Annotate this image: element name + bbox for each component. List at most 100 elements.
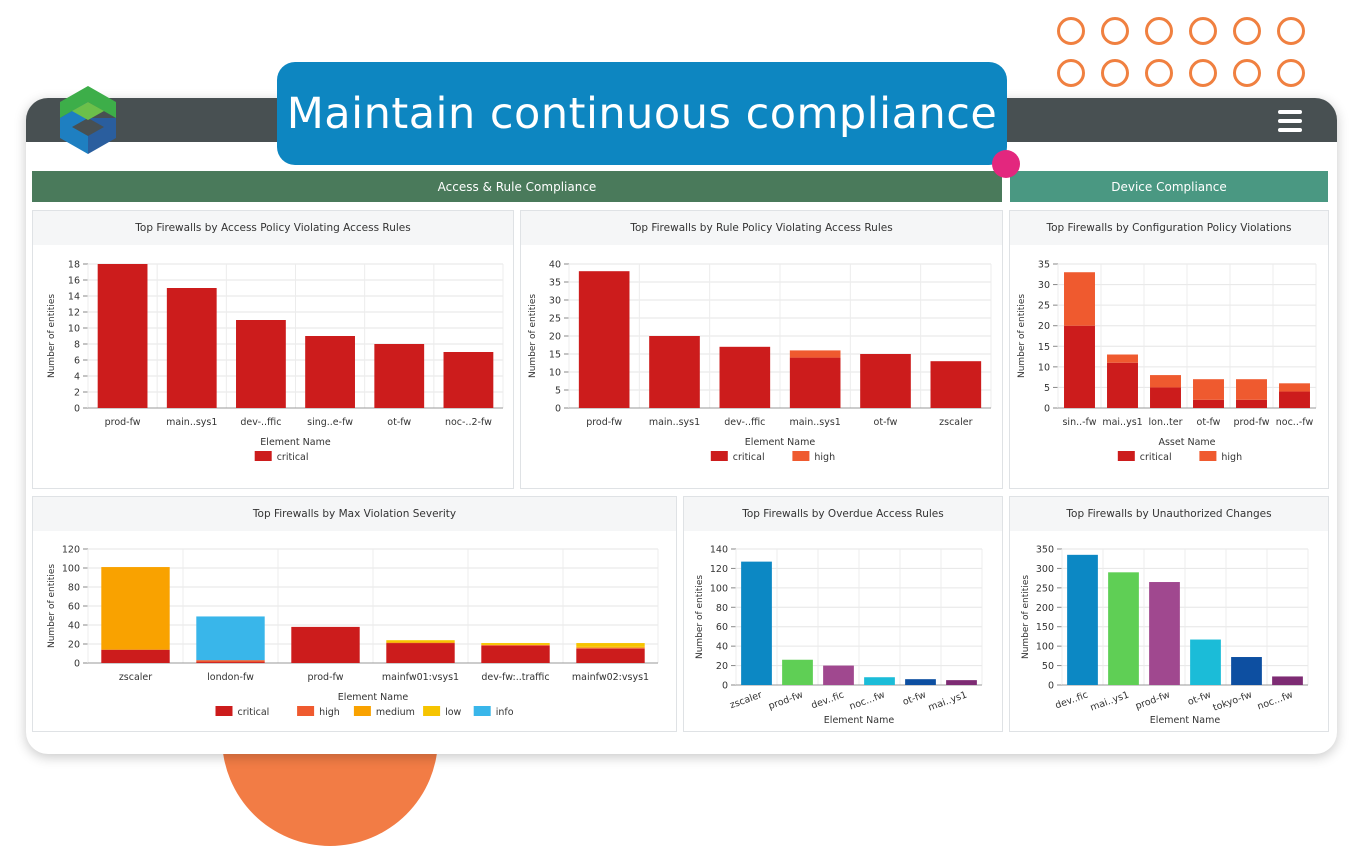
y-tick-label: 0 bbox=[1048, 681, 1054, 692]
bar-medium bbox=[386, 642, 455, 644]
chart-panel: Top Firewalls by Max Violation Severity … bbox=[32, 496, 677, 732]
bar-high bbox=[481, 644, 550, 646]
bar-critical bbox=[1107, 362, 1138, 408]
x-tick-label: main..sys1 bbox=[649, 417, 700, 428]
bar bbox=[1272, 676, 1303, 685]
y-tick-label: 15 bbox=[1038, 342, 1050, 353]
x-tick-label: main..sys1 bbox=[166, 417, 217, 428]
y-tick-label: 2 bbox=[74, 388, 80, 399]
decor-circle bbox=[1277, 59, 1305, 87]
x-axis-title: Element Name bbox=[1150, 715, 1221, 726]
y-tick-label: 140 bbox=[710, 545, 728, 556]
y-tick-label: 0 bbox=[74, 404, 80, 415]
legend-label: critical bbox=[733, 452, 765, 463]
chart-panel: Top Firewalls by Overdue Access Rules 0 2… bbox=[683, 496, 1003, 732]
y-tick-label: 300 bbox=[1036, 564, 1054, 575]
y-tick-label: 25 bbox=[1038, 301, 1050, 312]
x-tick-label: ot-fw bbox=[387, 417, 411, 428]
y-tick-label: 20 bbox=[1038, 321, 1050, 332]
bar-high bbox=[789, 350, 841, 358]
y-tick-label: 40 bbox=[716, 642, 728, 653]
chart-title: Top Firewalls by Unauthorized Changes bbox=[1010, 497, 1328, 531]
legend-swatch bbox=[423, 706, 441, 716]
chart-panel: Top Firewalls by Unauthorized Changes 0 5… bbox=[1009, 496, 1329, 732]
x-tick-label: sin..-fw bbox=[1062, 417, 1096, 428]
x-tick-label: mai..ys1 bbox=[1102, 417, 1142, 428]
legend-label: low bbox=[445, 707, 461, 718]
bar bbox=[1149, 582, 1180, 685]
x-tick-label: zscaler bbox=[728, 689, 763, 711]
x-axis-title: Asset Name bbox=[1158, 437, 1215, 448]
bar-high bbox=[1107, 354, 1138, 363]
chart-panel: Top Firewalls by Configuration Policy Vi… bbox=[1009, 210, 1329, 489]
bar bbox=[864, 677, 895, 685]
x-tick-label: dev-..ffic bbox=[240, 417, 281, 428]
legend-label: info bbox=[496, 707, 514, 718]
legend-label: high bbox=[1221, 452, 1242, 463]
legend-label: medium bbox=[376, 707, 415, 718]
y-tick-label: 50 bbox=[1042, 661, 1054, 672]
bar-critical bbox=[305, 336, 355, 408]
bar-critical bbox=[930, 361, 982, 408]
y-axis-title: Number of entities bbox=[1017, 294, 1027, 378]
x-axis-title: Element Name bbox=[745, 437, 816, 448]
y-tick-label: 100 bbox=[62, 564, 80, 575]
y-tick-label: 12 bbox=[68, 308, 80, 319]
x-tick-label: zscaler bbox=[119, 672, 152, 683]
chart-access-policy: 0 2 4 6 8 10 12 14 16 18 prod-fw main..sys1 dev-..ff… bbox=[47, 260, 504, 463]
x-tick-label: london-fw bbox=[207, 672, 254, 683]
y-tick-label: 16 bbox=[68, 276, 80, 287]
decor-pink-dot bbox=[992, 150, 1020, 178]
chart-title: Top Firewalls by Access Policy Violating… bbox=[33, 211, 513, 245]
bar-critical bbox=[443, 352, 494, 408]
decor-circle bbox=[1145, 59, 1173, 87]
x-axis-title: Element Name bbox=[338, 692, 409, 703]
chart-title: Top Firewalls by Configuration Policy Vi… bbox=[1010, 211, 1328, 245]
x-axis-title: Element Name bbox=[260, 437, 331, 448]
legend-swatch bbox=[1117, 451, 1135, 461]
x-tick-label: ot-fw bbox=[1197, 417, 1221, 428]
x-tick-label: ot-fw bbox=[901, 689, 927, 708]
bar-low bbox=[481, 643, 550, 645]
x-tick-label: prod-fw bbox=[1134, 689, 1172, 712]
legend-label: critical bbox=[1140, 452, 1172, 463]
y-tick-label: 40 bbox=[68, 621, 80, 632]
legend-label: high bbox=[814, 452, 835, 463]
x-tick-label: ot-fw bbox=[1186, 689, 1212, 708]
chart-config-policy: 0 5 10 15 20 25 30 35 sin..-fw mai..ys1 lon..ter ot… bbox=[1017, 260, 1317, 463]
decor-circle bbox=[1233, 59, 1261, 87]
legend-swatch bbox=[353, 706, 371, 716]
bar-critical bbox=[1150, 387, 1181, 408]
y-axis-title: Number of entities bbox=[695, 575, 705, 659]
hamburger-menu-icon[interactable] bbox=[1276, 107, 1304, 135]
section-access-title: Access & Rule Compliance bbox=[437, 179, 597, 194]
x-tick-label: dev-..ffic bbox=[724, 417, 765, 428]
bar-critical bbox=[386, 643, 455, 663]
y-tick-label: 20 bbox=[549, 332, 561, 343]
y-tick-label: 120 bbox=[62, 545, 80, 556]
y-tick-label: 10 bbox=[549, 368, 561, 379]
y-tick-label: 5 bbox=[1044, 383, 1050, 394]
decor-circle bbox=[1101, 59, 1129, 87]
y-tick-label: 30 bbox=[1038, 280, 1050, 291]
legend-label: high bbox=[319, 707, 340, 718]
y-tick-label: 0 bbox=[1044, 404, 1050, 415]
x-tick-label: lon..ter bbox=[1149, 417, 1183, 428]
bar-critical bbox=[101, 649, 170, 663]
x-tick-label: noc-..2-fw bbox=[445, 417, 492, 428]
bar-medium bbox=[101, 567, 170, 650]
chart-title: Top Firewalls by Max Violation Severity bbox=[33, 497, 676, 531]
bar-critical bbox=[481, 645, 550, 663]
bar bbox=[1108, 572, 1139, 685]
bar bbox=[782, 659, 813, 685]
legend-swatch bbox=[792, 451, 810, 461]
section-device-header: Device Compliance bbox=[1010, 171, 1328, 202]
x-tick-label: noc..-fw bbox=[1276, 417, 1314, 428]
y-axis-title: Number of entities bbox=[47, 294, 57, 378]
x-tick-label: mainfw01:vsys1 bbox=[382, 672, 459, 683]
decor-circle bbox=[1189, 59, 1217, 87]
x-tick-label: mai..ys1 bbox=[1089, 689, 1131, 713]
y-tick-label: 0 bbox=[555, 404, 561, 415]
bar bbox=[946, 680, 977, 685]
x-axis-title: Element Name bbox=[824, 715, 895, 726]
